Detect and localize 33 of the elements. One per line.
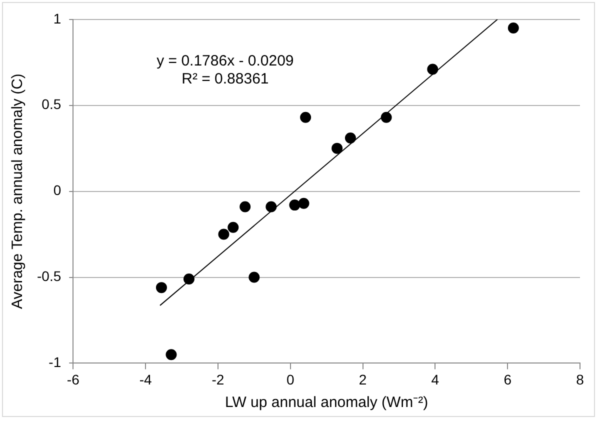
point (240, 201, 251, 212)
point (228, 222, 239, 233)
y-axis-title: Average Temp. annual anomaly (C) (9, 74, 26, 310)
x-tick-label: 4 (431, 371, 440, 388)
annotation: R² = 0.88361 (182, 70, 269, 88)
point (248, 272, 260, 283)
annotation: y = 0.1786x - 0.0209 (156, 52, 294, 70)
point (508, 22, 519, 34)
point (300, 112, 312, 123)
x-tick-label: -2 (212, 371, 224, 388)
x-tick-label: 0 (286, 371, 294, 388)
point (218, 228, 230, 240)
point (289, 200, 300, 211)
point (380, 112, 392, 123)
x-tick-label: -6 (66, 371, 80, 388)
point (183, 273, 194, 284)
point (427, 64, 438, 75)
point (332, 142, 343, 154)
point (298, 198, 310, 209)
x-axis-title: LW up annual anomaly (Wm⁻²) (225, 394, 428, 412)
y-tick-label: 0.5 (42, 96, 62, 112)
point (156, 282, 167, 294)
point (166, 349, 177, 360)
y-tick-label: -1 (48, 354, 62, 370)
x-tick-label: 8 (576, 371, 584, 388)
x-tick-label: 6 (504, 371, 512, 388)
point (344, 132, 356, 144)
point (266, 201, 277, 212)
y-tick-label: 1 (53, 10, 62, 26)
x-tick-label: -4 (139, 371, 152, 388)
y-tick-label: 0 (53, 182, 62, 198)
x-tick-label: 2 (358, 371, 367, 388)
y-tick-label: -0.5 (37, 268, 62, 284)
